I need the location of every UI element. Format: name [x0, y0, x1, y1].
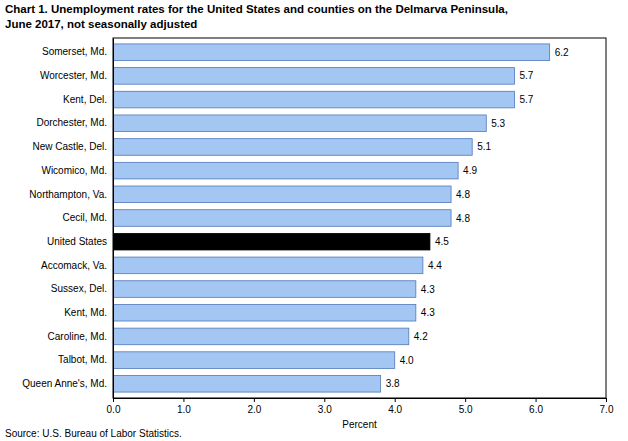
bar [113, 328, 409, 345]
tick-mark [606, 398, 607, 402]
tick: Sussex, Del. [51, 283, 113, 294]
data-label: 5.7 [519, 70, 533, 81]
data-label: 4.0 [400, 355, 414, 366]
tick-mark [536, 398, 537, 402]
data-label: 4.3 [421, 284, 435, 295]
tick: Kent, Del. [63, 94, 113, 105]
data-label: 3.8 [386, 378, 400, 389]
bar [113, 186, 451, 203]
data-label: 5.3 [491, 118, 505, 129]
tick: Northampton, Va. [29, 189, 113, 200]
data-label: 5.1 [477, 141, 491, 152]
tick: United States [47, 236, 113, 247]
tick-label: 3.0 [318, 404, 332, 415]
bar [113, 376, 381, 393]
tick-label: Kent, Md. [64, 307, 107, 318]
tick-label: United States [47, 236, 107, 247]
tick: Queen Anne's, Md. [22, 378, 113, 389]
annotation: Source: U.S. Bureau of Labor Statistics. [5, 428, 182, 439]
tick-label: Accomack, Va. [41, 260, 107, 271]
tick: Cecil, Md. [63, 212, 113, 223]
bar [113, 139, 472, 156]
tick-label: Worcester, Md. [40, 70, 107, 81]
title: June 2017, not seasonally adjusted [5, 18, 197, 30]
tick-mark [324, 398, 325, 402]
bar [113, 352, 395, 369]
bar [113, 210, 451, 227]
tick-label: Wicomico, Md. [41, 165, 107, 176]
data-label: 4.8 [456, 213, 470, 224]
tick-mark [113, 398, 114, 402]
tick: Talbot, Md. [58, 354, 113, 365]
tick: 3.0 [318, 398, 332, 415]
bar [113, 115, 486, 132]
tick-label: Caroline, Md. [48, 331, 107, 342]
tick-label: Somerset, Md. [42, 46, 107, 57]
tick-label: New Castle, Del. [33, 141, 107, 152]
title: Chart 1. Unemployment rates for the Unit… [5, 3, 508, 15]
tick-label: Dorchester, Md. [36, 117, 107, 128]
data-label: 4.9 [463, 165, 477, 176]
tick: 6.0 [529, 398, 543, 415]
bar [113, 233, 430, 250]
tick-label: Cecil, Md. [63, 212, 107, 223]
tick: Dorchester, Md. [36, 117, 113, 128]
bar [113, 304, 416, 321]
chart: Chart 1. Unemployment rates for the Unit… [0, 0, 628, 441]
tick: Wicomico, Md. [41, 165, 113, 176]
tick-label: 6.0 [529, 404, 543, 415]
tick-mark [254, 398, 255, 402]
bar [113, 257, 423, 274]
data-label: 4.5 [435, 236, 449, 247]
data-label: 4.2 [414, 331, 428, 342]
tick: 1.0 [177, 398, 191, 415]
tick: 7.0 [600, 398, 614, 415]
tick: Somerset, Md. [42, 46, 113, 57]
bar [113, 281, 416, 298]
tick: Accomack, Va. [41, 260, 113, 271]
tick: Kent, Md. [64, 307, 113, 318]
tick-label: Talbot, Md. [58, 354, 107, 365]
bar [113, 91, 514, 108]
axis-title: Percent [342, 419, 377, 430]
tick: 2.0 [247, 398, 261, 415]
tick: 4.0 [388, 398, 402, 415]
tick-label: 1.0 [177, 404, 191, 415]
tick-label: Northampton, Va. [29, 189, 107, 200]
data-label: 4.8 [456, 189, 470, 200]
bar [113, 68, 514, 85]
tick: New Castle, Del. [33, 141, 113, 152]
axis-line [114, 399, 607, 403]
tick-label: Kent, Del. [63, 94, 107, 105]
tick-label: 2.0 [247, 404, 261, 415]
tick: 5.0 [459, 398, 473, 415]
data-label: 4.4 [428, 260, 442, 271]
tick-label: Queen Anne's, Md. [22, 378, 107, 389]
tick-mark [465, 398, 466, 402]
axis-line [113, 39, 114, 399]
plot: 6.2 5.7 5.7 5.3 5.1 4.9 4.8 4.8 4.5 4.4 4.3 4.3 4.2 4… [22, 38, 614, 415]
x-axis: 0.0 1.0 2.0 3.0 4.0 5.0 6.0 7.0 [107, 398, 614, 415]
plot-frame [113, 38, 606, 398]
tick-label: 5.0 [459, 404, 473, 415]
tick-mark [395, 398, 396, 402]
tick: Worcester, Md. [40, 70, 113, 81]
bar [113, 44, 550, 61]
bar [113, 162, 458, 179]
data-labels: 6.2 5.7 5.7 5.3 5.1 4.9 4.8 4.8 4.5 4.4 4.3 4.3 4.2 4… [386, 47, 569, 390]
data-label: 6.2 [555, 47, 569, 58]
data-label: 4.3 [421, 307, 435, 318]
tick-label: 0.0 [107, 404, 121, 415]
tick-label: 7.0 [600, 404, 614, 415]
tick: Caroline, Md. [48, 331, 113, 342]
data-label: 5.7 [519, 94, 533, 105]
tick: 0.0 [107, 398, 121, 415]
tick-label: Sussex, Del. [51, 283, 107, 294]
y-axis: Somerset, Md. Worcester, Md. Kent, Del. Dor… [22, 39, 113, 399]
tick-mark [183, 398, 184, 402]
bars [113, 44, 550, 392]
tick-label: 4.0 [388, 404, 402, 415]
